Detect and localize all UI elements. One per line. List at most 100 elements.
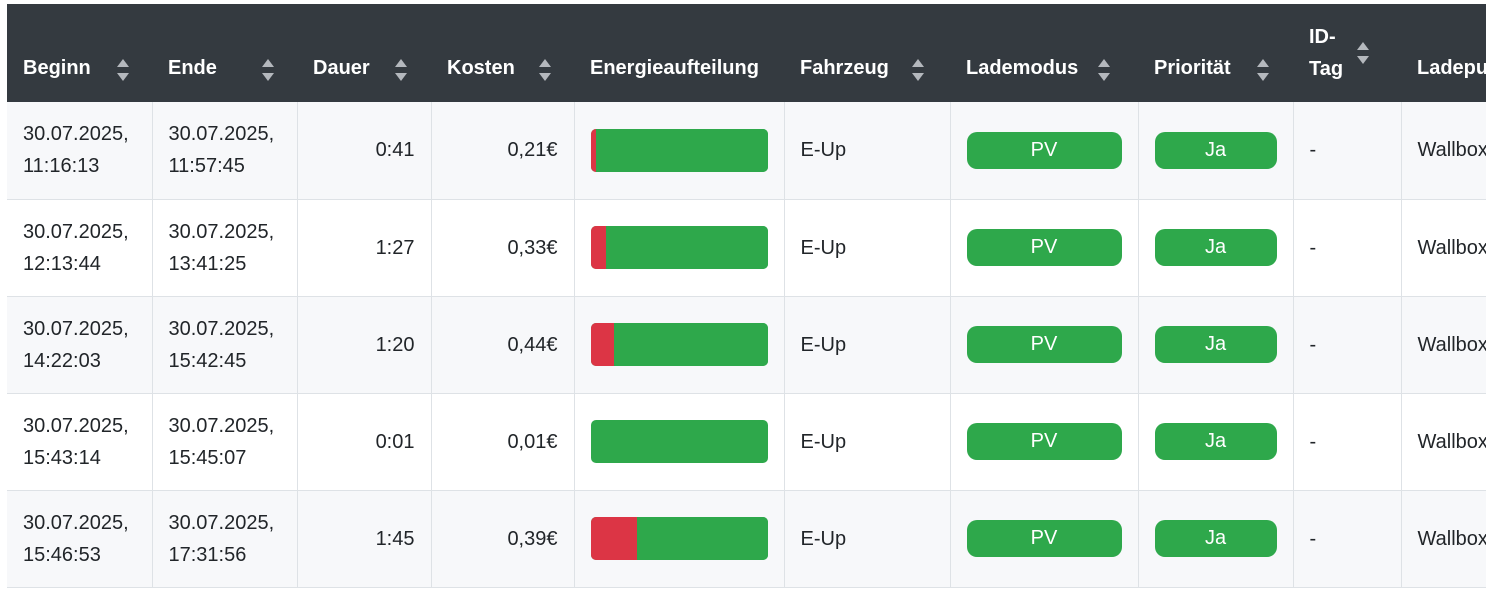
cell-ladepunkt: Wallbox <box>1401 102 1486 200</box>
sort-icon[interactable] <box>539 59 551 81</box>
energy-bar-pv-segment <box>613 323 768 366</box>
dauer-value: 1:45 <box>375 527 415 550</box>
cell-prioritaet: Ja <box>1138 393 1294 491</box>
idtag-value: - <box>1309 430 1317 453</box>
cell-lademodus: PV <box>950 490 1139 588</box>
idtag-value: - <box>1309 527 1317 550</box>
cell-energieaufteilung <box>574 296 785 394</box>
cell-ende: 30.07.2025, 15:42:45 <box>152 296 298 394</box>
cell-lademodus: PV <box>950 393 1139 491</box>
column-header-ladepunkt[interactable]: Ladepunkt <box>1401 4 1486 102</box>
idtag-value: - <box>1309 236 1317 259</box>
energy-split-bar <box>590 128 768 172</box>
cell-ladepunkt: Wallbox <box>1401 490 1487 588</box>
ende-time: 11:57:45 <box>168 155 245 178</box>
column-header-label: Kosten <box>447 57 515 79</box>
cell-ladepunkt: Wallbox <box>1401 393 1487 491</box>
energy-bar-pv-segment <box>595 128 768 172</box>
cell-lademodus: PV <box>950 102 1139 200</box>
cell-kosten: 0,01€ <box>431 393 575 491</box>
column-header-label: ID- Tag <box>1309 21 1343 85</box>
column-header-lademodus[interactable]: Lademodus <box>950 4 1138 102</box>
column-header-kosten[interactable]: Kosten <box>431 4 574 102</box>
cell-fahrzeug: E-Up <box>784 296 951 394</box>
energy-split-bar <box>590 517 768 560</box>
cell-idtag: - <box>1293 490 1402 588</box>
energy-split-bar <box>590 420 768 463</box>
energy-bar-grid-segment <box>590 323 614 366</box>
dauer-value: 1:27 <box>375 236 415 259</box>
sort-icon[interactable] <box>912 59 924 81</box>
kosten-value: 0,33€ <box>507 236 558 259</box>
cell-idtag: - <box>1293 102 1402 200</box>
cell-dauer: 1:20 <box>297 296 432 394</box>
column-header-ende[interactable]: Ende <box>152 4 297 102</box>
cell-dauer: 1:45 <box>297 490 432 588</box>
column-header-beginn[interactable]: Beginn <box>7 4 152 102</box>
ende-date: 30.07.2025, <box>168 511 275 534</box>
idtag-value: - <box>1309 333 1317 356</box>
lademodus-badge: PV <box>966 423 1122 460</box>
table-row[interactable]: 30.07.2025, 14:22:03 30.07.2025, 15:42:4… <box>7 296 1487 394</box>
table-row[interactable]: 30.07.2025, 12:13:44 30.07.2025, 13:41:2… <box>7 199 1486 297</box>
table-row[interactable]: 30.07.2025, 11:16:13 30.07.2025, 11:57:4… <box>7 102 1486 200</box>
cell-beginn: 30.07.2025, 14:22:03 <box>7 296 153 394</box>
column-header-label-line1: ID- <box>1309 26 1336 48</box>
column-header-label: Dauer <box>313 57 370 79</box>
dauer-value: 1:20 <box>375 333 415 356</box>
kosten-value: 0,39€ <box>507 527 558 550</box>
table-header: Beginn Ende Dauer Kosten Energieaufteilu… <box>7 4 1486 102</box>
sort-icon[interactable] <box>1257 59 1269 81</box>
column-header-idtag[interactable]: ID- Tag <box>1293 4 1401 102</box>
column-header-dauer[interactable]: Dauer <box>297 4 431 102</box>
beginn-date: 30.07.2025, <box>23 220 129 243</box>
cell-kosten: 0,39€ <box>431 490 575 588</box>
ladepunkt-value: Wallbox <box>1417 430 1487 453</box>
sort-icon[interactable] <box>1357 42 1369 64</box>
ende-date: 30.07.2025, <box>168 317 275 340</box>
cell-beginn: 30.07.2025, 15:46:53 <box>7 490 153 588</box>
sort-icon[interactable] <box>262 59 274 81</box>
column-header-fahrzeug[interactable]: Fahrzeug <box>784 4 950 102</box>
energy-bar-pv-segment <box>590 420 768 463</box>
lademodus-badge: PV <box>966 229 1122 266</box>
energy-bar-grid-segment <box>590 517 637 560</box>
sort-icon[interactable] <box>395 59 407 81</box>
cell-prioritaet: Ja <box>1138 102 1294 200</box>
table-row[interactable]: 30.07.2025, 15:43:14 30.07.2025, 15:45:0… <box>7 393 1487 491</box>
beginn-date: 30.07.2025, <box>23 511 129 534</box>
column-header-label: Priorität <box>1154 57 1231 79</box>
cell-idtag: - <box>1293 393 1402 491</box>
cell-fahrzeug: E-Up <box>784 199 951 297</box>
column-header-label: Lademodus <box>966 57 1079 79</box>
table-row[interactable]: 30.07.2025, 15:46:53 30.07.2025, 17:31:5… <box>7 490 1487 588</box>
sort-icon[interactable] <box>117 59 129 81</box>
cell-ende: 30.07.2025, 11:57:45 <box>152 102 298 200</box>
column-header-label: Energieaufteilung <box>590 57 759 79</box>
kosten-value: 0,01€ <box>507 430 558 453</box>
prioritaet-badge: Ja <box>1154 326 1277 363</box>
cell-ende: 30.07.2025, 15:45:07 <box>152 393 298 491</box>
energy-bar-grid-segment <box>590 128 596 172</box>
column-header-prioritaet[interactable]: Priorität <box>1138 4 1293 102</box>
cell-prioritaet: Ja <box>1138 199 1294 297</box>
kosten-value: 0,44€ <box>507 333 558 356</box>
cell-fahrzeug: E-Up <box>784 393 951 491</box>
beginn-time: 15:46:53 <box>23 543 101 566</box>
cell-lademodus: PV <box>950 199 1139 297</box>
cell-prioritaet: Ja <box>1138 490 1294 588</box>
energy-bar-pv-segment <box>606 226 768 269</box>
prioritaet-badge: Ja <box>1154 423 1277 460</box>
column-header-label: Ladepunkt <box>1417 57 1486 79</box>
cell-dauer: 1:27 <box>297 199 432 297</box>
ladepunkt-value: Wallbox <box>1417 527 1487 550</box>
ende-date: 30.07.2025, <box>168 220 275 243</box>
ladepunkt-value: Wallbox <box>1417 333 1487 356</box>
cell-idtag: - <box>1293 199 1402 297</box>
table-body: 30.07.2025, 11:16:13 30.07.2025, 11:57:4… <box>7 102 1487 588</box>
dauer-value: 0:01 <box>375 430 415 453</box>
sort-icon[interactable] <box>1098 59 1110 81</box>
column-header-label-line2: Tag <box>1309 58 1344 80</box>
lademodus-badge: PV <box>966 326 1122 363</box>
fahrzeug-value: E-Up <box>800 139 847 162</box>
